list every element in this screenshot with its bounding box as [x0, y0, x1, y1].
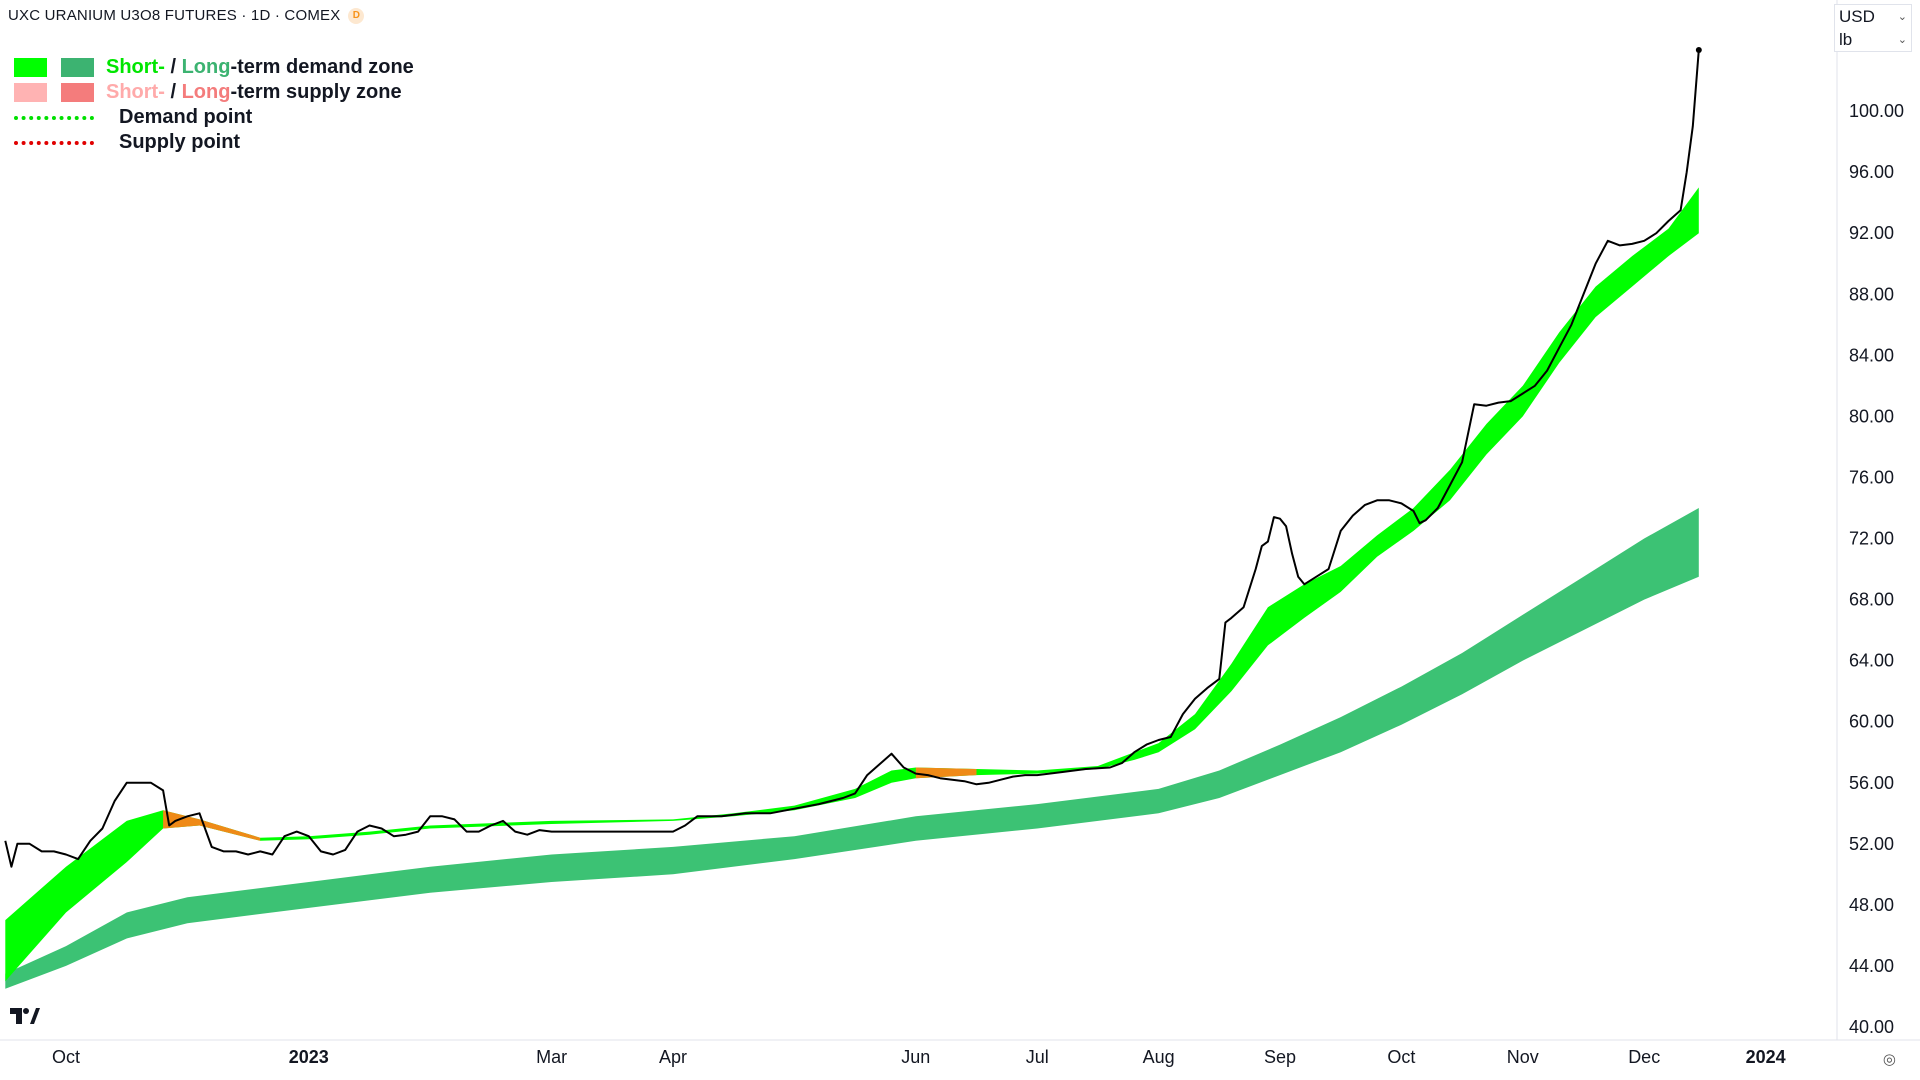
- long-demand-swatch: [61, 58, 94, 77]
- price-tick-label: 84.00: [1849, 345, 1894, 365]
- short-supply-swatch: [14, 83, 47, 102]
- short-demand-swatch: [14, 58, 47, 77]
- price-tick-label: 52.00: [1849, 834, 1894, 854]
- time-tick-label: Oct: [1387, 1047, 1415, 1067]
- tradingview-logo-icon[interactable]: [10, 1004, 40, 1030]
- time-tick-label: 2024: [1746, 1047, 1786, 1067]
- legend-short-label: Short-: [106, 81, 165, 103]
- symbol-title: UXC URANIUM U3O8 FUTURES · 1D · COMEX D: [8, 7, 365, 24]
- legend-demand-zone: Short- / Long -term demand zone: [14, 55, 414, 80]
- price-axis: 40.00 44.00 48.00 52.00 56.00 60.00 64.00 68.00…: [1849, 101, 1904, 1037]
- time-tick-label: Mar: [536, 1047, 567, 1067]
- legend-short-label: Short-: [106, 56, 165, 78]
- time-tick-label: Nov: [1507, 1047, 1539, 1067]
- price-tick-label: 48.00: [1849, 895, 1894, 915]
- demand-point-swatch: [14, 115, 94, 120]
- time-tick-label: Apr: [659, 1047, 687, 1067]
- time-tick-label: 2023: [289, 1047, 329, 1067]
- legend-long-label: Long: [181, 81, 231, 103]
- time-tick-label: Sep: [1264, 1047, 1296, 1067]
- price-tick-label: 68.00: [1849, 590, 1894, 610]
- time-tick-label: Jul: [1026, 1047, 1049, 1067]
- price-line: [4, 49, 1700, 868]
- time-tick-label: Oct: [52, 1047, 80, 1067]
- price-tick-label: 76.00: [1849, 467, 1894, 487]
- chevron-down-icon: ⌄: [1897, 34, 1907, 46]
- unit-select[interactable]: lb ⌄: [1839, 29, 1907, 49]
- symbol-title-text: UXC URANIUM U3O8 FUTURES · 1D · COMEX: [8, 7, 341, 24]
- price-tick-label: 72.00: [1849, 529, 1894, 549]
- settings-icon[interactable]: ◎: [1882, 1051, 1896, 1068]
- time-tick-label: Dec: [1628, 1047, 1660, 1067]
- long-term-demand-zone-band: [5, 508, 1699, 989]
- legend-long-label: Long: [181, 56, 231, 78]
- price-tick-label: 100.00: [1849, 101, 1904, 121]
- time-tick-label: Aug: [1143, 1047, 1175, 1067]
- price-tick-label: 60.00: [1849, 712, 1894, 732]
- legend-demand-point: Demand point: [14, 105, 414, 130]
- crossover-zone-2: [915, 767, 977, 779]
- price-tick-label: 64.00: [1849, 651, 1894, 671]
- chevron-down-icon: ⌄: [1897, 11, 1907, 23]
- price-tick-label: 80.00: [1849, 406, 1894, 426]
- legend: Short- / Long -term demand zone Short- /…: [14, 55, 414, 155]
- price-tick-label: 92.00: [1849, 223, 1894, 243]
- short-term-demand-zone-band: [5, 187, 1699, 982]
- long-supply-swatch: [61, 83, 94, 102]
- time-tick-label: Jun: [901, 1047, 930, 1067]
- tradingview-logo-icon: [10, 1008, 40, 1024]
- delay-badge[interactable]: D: [348, 7, 365, 24]
- price-tick-label: 44.00: [1849, 956, 1894, 976]
- price-tick-label: 56.00: [1849, 773, 1894, 793]
- last-price-point: [1695, 47, 1702, 53]
- price-tick-label: 96.00: [1849, 162, 1894, 182]
- price-tick-label: 88.00: [1849, 284, 1894, 304]
- supply-point-swatch: [14, 140, 94, 145]
- legend-supply-zone: Short- / Long -term supply zone: [14, 80, 414, 105]
- plot-area: [4, 47, 1702, 989]
- currency-select[interactable]: USD ⌄: [1839, 6, 1907, 26]
- legend-supply-point: Supply point: [14, 130, 414, 155]
- crossover-zone-1: [163, 810, 261, 841]
- time-axis: Oct 2023 Mar Apr Jun Jul Aug Sep Oct Nov Dec 2024: [52, 1047, 1786, 1067]
- price-tick-label: 40.00: [1849, 1017, 1894, 1037]
- currency-unit-selector[interactable]: USD ⌄ lb ⌄: [1834, 4, 1912, 52]
